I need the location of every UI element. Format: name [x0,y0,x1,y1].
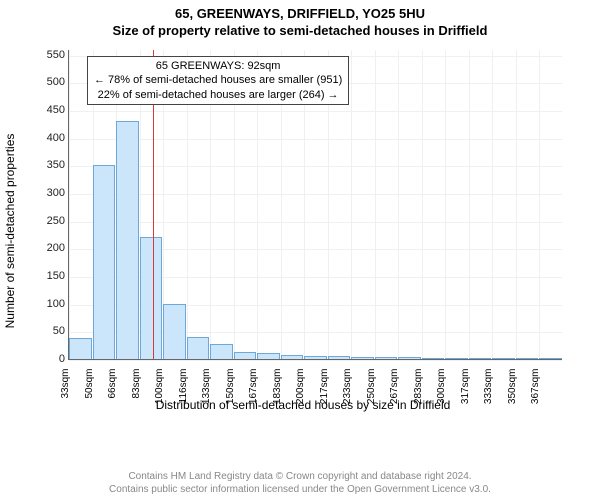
y-axis-label: Number of semi-detached properties [3,134,17,329]
y-tick-label: 50 [53,325,65,337]
gridline-vertical [351,50,352,359]
plot-area: 05010015020025030035040045050055033sqm50… [68,50,562,360]
histogram-bar [445,358,468,359]
annotation-line1: 65 GREENWAYS: 92sqm [94,59,342,73]
gridline-horizontal [69,222,562,223]
histogram-bar [351,357,374,359]
histogram-bar [469,358,492,359]
attribution-footer: Contains HM Land Registry data © Crown c… [0,470,600,496]
y-tick-label: 500 [47,76,65,88]
gridline-vertical [375,50,376,359]
gridline-vertical [398,50,399,359]
y-tick-label: 300 [47,187,65,199]
histogram-bar [492,358,515,359]
y-tick-label: 0 [59,353,65,365]
histogram-bar [328,356,351,359]
annotation-box: 65 GREENWAYS: 92sqm ← 78% of semi-detach… [87,56,349,105]
y-tick-label: 400 [47,132,65,144]
y-tick-label: 250 [47,215,65,227]
gridline-vertical [422,50,423,359]
gridline-vertical [445,50,446,359]
y-tick-label: 350 [47,159,65,171]
gridline-horizontal [69,360,562,361]
gridline-horizontal [69,166,562,167]
histogram-bar [210,344,233,360]
histogram-bar [116,121,139,359]
footer-line2: Contains public sector information licen… [0,483,600,496]
histogram-bar [304,356,327,359]
gridline-vertical [69,50,70,359]
x-axis-label: Distribution of semi-detached houses by … [38,398,568,412]
histogram-bar [234,352,257,359]
footer-line1: Contains HM Land Registry data © Crown c… [0,470,600,483]
gridline-vertical [492,50,493,359]
histogram-bar [281,355,304,359]
histogram-bar [140,237,163,359]
histogram-bar [375,357,398,359]
x-tick-label: 33sqm [60,369,71,399]
gridline-horizontal [69,139,562,140]
gridline-horizontal [69,111,562,112]
histogram-bar [539,358,562,359]
histogram-bar [257,353,280,359]
histogram-bar [163,304,186,359]
histogram-bar [516,358,539,359]
gridline-vertical [539,50,540,359]
y-tick-label: 550 [47,49,65,61]
y-tick-label: 150 [47,270,65,282]
histogram-bar [398,357,421,359]
page-address: 65, GREENWAYS, DRIFFIELD, YO25 5HU [0,6,600,21]
histogram-bar [187,337,210,359]
gridline-vertical [469,50,470,359]
histogram-bar [69,338,92,359]
chart-container: Number of semi-detached properties 05010… [38,46,568,416]
gridline-vertical [516,50,517,359]
chart-subtitle: Size of property relative to semi-detach… [0,23,600,38]
y-tick-label: 200 [47,242,65,254]
y-tick-label: 450 [47,104,65,116]
y-tick-label: 100 [47,298,65,310]
annotation-line2: ← 78% of semi-detached houses are smalle… [94,73,342,87]
x-tick-label: 50sqm [84,369,95,399]
histogram-bar [93,165,116,359]
histogram-bar [422,358,445,359]
gridline-horizontal [69,194,562,195]
x-tick-label: 83sqm [131,369,142,399]
annotation-line3: 22% of semi-detached houses are larger (… [94,88,342,102]
x-tick-label: 66sqm [107,369,118,399]
